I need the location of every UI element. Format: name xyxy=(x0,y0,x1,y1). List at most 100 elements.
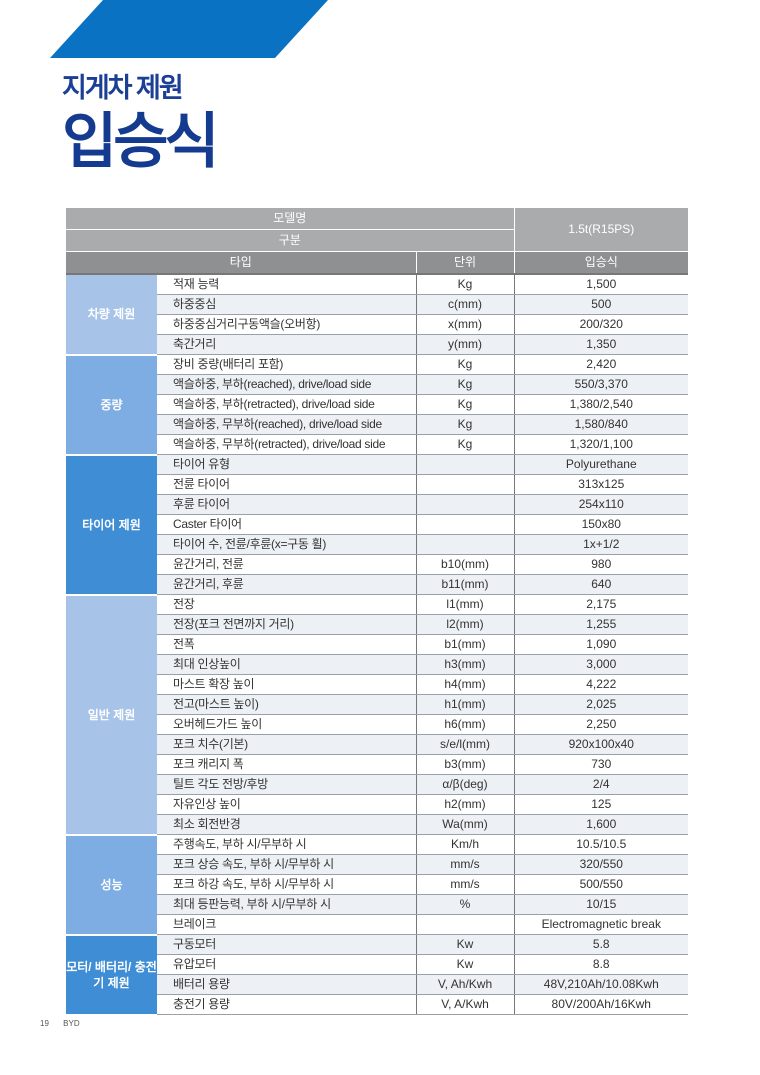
spec-value: 200/320 xyxy=(514,314,689,335)
spec-unit xyxy=(415,914,515,935)
table-row: 자유인상 높이 h2(mm) 125 xyxy=(66,794,689,815)
spec-label: 후륜 타이어 xyxy=(157,494,416,515)
spec-label: 전륜 타이어 xyxy=(157,474,416,495)
table-row: 윤간거리, 전륜 b10(mm) 980 xyxy=(66,554,689,575)
spec-value: 2/4 xyxy=(514,774,689,795)
table-row: 차량 제원 적재 능력 Kg 1,500 xyxy=(66,274,689,356)
group-label: 모터/ 배터리/ 충전기 제원 xyxy=(66,934,157,1016)
page-number: 19 xyxy=(40,1019,49,1028)
table-row: Caster 타이어 150x80 xyxy=(66,514,689,535)
spec-unit: Kw xyxy=(415,934,515,955)
spec-unit: l2(mm) xyxy=(415,614,515,635)
brand-name: BYD xyxy=(63,1019,80,1028)
table-row: 하중중심 c(mm) 500 xyxy=(66,294,689,315)
group-label: 일반 제원 xyxy=(66,594,157,836)
spec-label: 축간거리 xyxy=(157,334,416,355)
spec-unit: V, Ah/Kwh xyxy=(415,974,515,995)
spec-value: 1x+1/2 xyxy=(514,534,689,555)
table-row: 윤간거리, 후륜 b11(mm) 640 xyxy=(66,574,689,595)
table-row: 브레이크 Electromagnetic break xyxy=(66,914,689,935)
table-row: 유압모터 Kw 8.8 xyxy=(66,954,689,975)
spec-value: 2,175 xyxy=(514,594,689,615)
spec-value: 550/3,370 xyxy=(514,374,689,395)
table-row: 전폭 b1(mm) 1,090 xyxy=(66,634,689,655)
table-row: 전장(포크 전면까지 거리) l2(mm) 1,255 xyxy=(66,614,689,635)
spec-value: 2,250 xyxy=(514,714,689,735)
spec-label: 최대 등판능력, 부하 시/무부하 시 xyxy=(157,894,416,915)
table-row: 액슬하중, 부하(reached), drive/load side Kg 550/… xyxy=(66,374,689,395)
spec-value: 1,255 xyxy=(514,614,689,635)
spec-unit: Kg xyxy=(415,374,515,395)
spec-unit: Wa(mm) xyxy=(415,814,515,835)
group-label: 타이어 제원 xyxy=(66,454,157,596)
spec-unit: x(mm) xyxy=(415,314,515,335)
spec-value: 254x110 xyxy=(514,494,689,515)
table-row: 전고(마스트 높이) h1(mm) 2,025 xyxy=(66,694,689,715)
spec-unit: Kg xyxy=(415,274,515,295)
spec-label: 액슬하중, 무부하(retracted), drive/load side xyxy=(157,434,416,455)
spec-value: 500 xyxy=(514,294,689,315)
table-row: 타이어 제원 타이어 유형 Polyurethane xyxy=(66,454,689,596)
spec-unit: mm/s xyxy=(415,854,515,875)
spec-label: 포크 상승 속도, 부하 시/무부하 시 xyxy=(157,854,416,875)
table-row: 후륜 타이어 254x110 xyxy=(66,494,689,515)
spec-value: 1,580/840 xyxy=(514,414,689,435)
category-header: 구분 xyxy=(66,229,515,252)
table-row: 최대 등판능력, 부하 시/무부하 시% 10/15 xyxy=(66,894,689,915)
spec-label: 타이어 유형 xyxy=(157,454,416,475)
table-row: 모터/ 배터리/ 충전기 제원 구동모터 Kw 5.8 xyxy=(66,934,689,1016)
table-row: 오버헤드가드 높이 h6(mm) 2,250 xyxy=(66,714,689,735)
table-row: 충전기 용량 V, A/Kwh 80V/200Ah/16Kwh xyxy=(66,994,689,1015)
spec-unit xyxy=(415,494,515,515)
spec-label: 브레이크 xyxy=(157,914,416,935)
spec-unit: c(mm) xyxy=(415,294,515,315)
spec-value: 5.8 xyxy=(514,934,689,955)
spec-value: 10/15 xyxy=(514,894,689,915)
spec-label: 전장 xyxy=(157,594,416,615)
type-value-header: 입승식 xyxy=(513,251,689,275)
spec-unit: b1(mm) xyxy=(415,634,515,655)
spec-label: 장비 중량(배터리 포함) xyxy=(157,354,416,375)
table-row: 액슬하중, 부하(retracted), drive/load side Kg 1,… xyxy=(66,394,689,415)
spec-value: 500/550 xyxy=(514,874,689,895)
spec-value: 980 xyxy=(514,554,689,575)
spec-label: 액슬하중, 부하(reached), drive/load side xyxy=(157,374,416,395)
spec-unit: h3(mm) xyxy=(415,654,515,675)
spec-label: 적재 능력 xyxy=(157,274,416,295)
spec-label: 주행속도, 부하 시/무부하 시 xyxy=(157,834,416,855)
table-row: 성능 주행속도, 부하 시/무부하 시 Km/h 10.5/10.5 xyxy=(66,834,689,936)
spec-value: 1,380/2,540 xyxy=(514,394,689,415)
spec-value: Polyurethane xyxy=(514,454,689,475)
spec-unit: Kg xyxy=(415,414,515,435)
page-footer: 19 BYD xyxy=(40,1019,92,1029)
spec-value: 1,090 xyxy=(514,634,689,655)
table-row: 최소 회전반경 Wa(mm) 1,600 xyxy=(66,814,689,835)
spec-unit: s/e/l(mm) xyxy=(415,734,515,755)
spec-label: 틸트 각도 전방/후방 xyxy=(157,774,416,795)
spec-label: 최소 회전반경 xyxy=(157,814,416,835)
spec-value: 8.8 xyxy=(514,954,689,975)
table-row: 하중중심거리구동액슬(오버항) x(mm) 200/320 xyxy=(66,314,689,335)
spec-unit: b3(mm) xyxy=(415,754,515,775)
spec-value: 150x80 xyxy=(514,514,689,535)
spec-unit: h6(mm) xyxy=(415,714,515,735)
spec-unit: Kg xyxy=(415,394,515,415)
spec-label: 자유인상 높이 xyxy=(157,794,416,815)
model-value-header: 1.5t(R15PS) xyxy=(513,208,689,252)
table-row: 포크 상승 속도, 부하 시/무부하 시 mm/s 320/550 xyxy=(66,854,689,875)
spec-unit: y(mm) xyxy=(415,334,515,355)
spec-value: 1,320/1,100 xyxy=(514,434,689,455)
unit-header: 단위 xyxy=(415,251,515,275)
spec-label: 전폭 xyxy=(157,634,416,655)
table-row: 포크 치수(기본) s/e/l(mm) 920x100x40 xyxy=(66,734,689,755)
spec-value: 48V,210Ah/10.08Kwh xyxy=(514,974,689,995)
spec-unit xyxy=(415,474,515,495)
spec-label: 마스트 확장 높이 xyxy=(157,674,416,695)
spec-label: 윤간거리, 후륜 xyxy=(157,574,416,595)
spec-label: 전고(마스트 높이) xyxy=(157,694,416,715)
table-row: 타이어 수, 전륜/후륜(x=구동 휠) 1x+1/2 xyxy=(66,534,689,555)
spec-value: 313x125 xyxy=(514,474,689,495)
spec-label: 액슬하중, 무부하(reached), drive/load side xyxy=(157,414,416,435)
table-row: 최대 인상높이 h3(mm) 3,000 xyxy=(66,654,689,675)
spec-label: 전장(포크 전면까지 거리) xyxy=(157,614,416,635)
